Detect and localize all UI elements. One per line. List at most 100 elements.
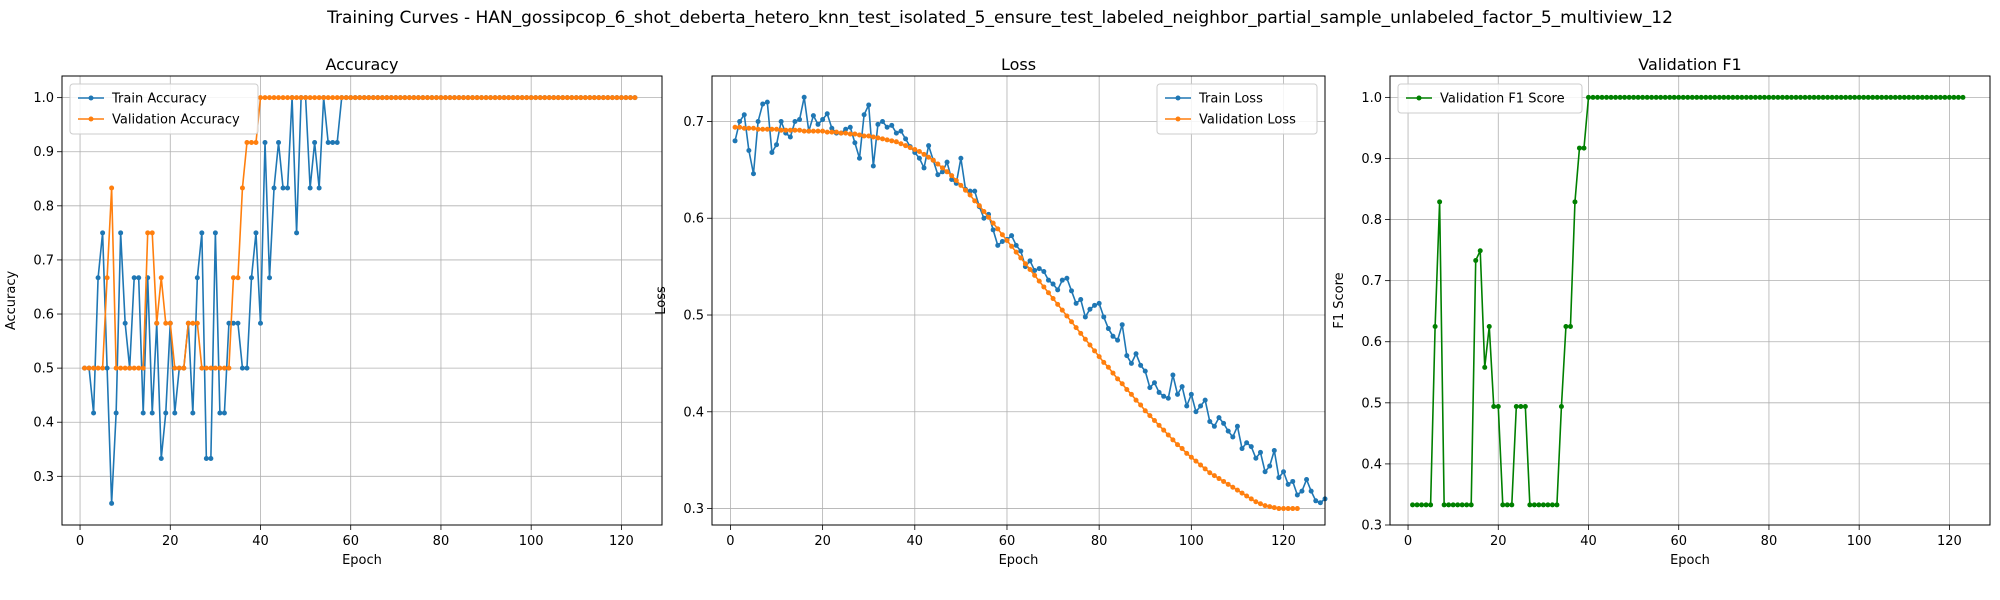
data-point bbox=[1698, 94, 1704, 100]
data-point bbox=[1133, 397, 1139, 403]
data-point bbox=[1563, 323, 1569, 329]
data-point bbox=[760, 126, 766, 132]
x-tick-label: 80 bbox=[1761, 534, 1778, 549]
data-point bbox=[172, 365, 178, 371]
data-point bbox=[388, 95, 394, 101]
y-tick-label: 0.9 bbox=[33, 145, 54, 160]
data-point bbox=[190, 410, 196, 416]
data-point bbox=[1225, 481, 1231, 487]
data-point bbox=[847, 131, 853, 137]
data-point bbox=[1901, 94, 1907, 100]
y-tick-label: 0.7 bbox=[683, 115, 704, 130]
y-tick-label: 1.0 bbox=[33, 91, 54, 106]
data-point bbox=[1504, 502, 1510, 508]
data-point bbox=[623, 95, 629, 101]
data-point bbox=[1147, 385, 1153, 391]
y-axis-label: F1 Score bbox=[1332, 272, 1347, 328]
data-point bbox=[262, 140, 268, 146]
data-point bbox=[1522, 403, 1528, 409]
data-point bbox=[136, 365, 142, 371]
legend: Train Accuracy Validation Accuracy bbox=[69, 83, 259, 135]
data-point bbox=[1271, 505, 1277, 511]
data-point bbox=[1304, 477, 1310, 483]
data-point bbox=[1789, 94, 1794, 100]
x-tick-label: 40 bbox=[907, 534, 924, 549]
data-point bbox=[149, 230, 155, 236]
data-point bbox=[1018, 248, 1024, 254]
data-point bbox=[1545, 502, 1551, 508]
data-point bbox=[591, 95, 597, 101]
data-point bbox=[1175, 442, 1181, 448]
y-tick-label: 0.8 bbox=[33, 199, 54, 214]
data-point bbox=[1184, 450, 1190, 456]
data-point bbox=[953, 178, 959, 184]
data-point bbox=[824, 111, 830, 117]
data-point bbox=[131, 275, 137, 281]
data-point bbox=[1847, 94, 1853, 100]
data-point bbox=[944, 169, 950, 175]
series-line bbox=[84, 96, 635, 369]
data-point bbox=[889, 138, 895, 144]
data-point bbox=[1221, 478, 1227, 484]
y-tick-label: 0.3 bbox=[33, 470, 54, 485]
data-point bbox=[307, 95, 313, 101]
data-point bbox=[852, 140, 858, 146]
data-point bbox=[1050, 296, 1056, 302]
data-point bbox=[1825, 94, 1831, 100]
x-tick-label: 0 bbox=[76, 534, 84, 549]
data-point bbox=[1459, 502, 1465, 508]
data-point bbox=[1928, 94, 1934, 100]
data-point bbox=[1211, 473, 1217, 479]
data-point bbox=[1285, 506, 1291, 512]
data-point bbox=[1156, 389, 1162, 395]
data-point bbox=[1216, 415, 1222, 421]
data-point bbox=[303, 95, 309, 101]
data-point bbox=[145, 230, 151, 236]
data-point bbox=[820, 117, 826, 123]
data-point bbox=[109, 500, 115, 506]
data-point bbox=[339, 95, 345, 101]
data-point bbox=[276, 140, 282, 146]
data-point bbox=[999, 238, 1005, 244]
data-point bbox=[1087, 342, 1093, 348]
data-point bbox=[1658, 94, 1664, 100]
data-point bbox=[1115, 376, 1121, 382]
data-point bbox=[1179, 446, 1185, 452]
data-point bbox=[1009, 233, 1015, 239]
data-point bbox=[140, 365, 146, 371]
data-point bbox=[1473, 257, 1479, 263]
data-point bbox=[1138, 362, 1144, 368]
data-point bbox=[1432, 323, 1438, 329]
data-point bbox=[321, 95, 327, 101]
data-point bbox=[1892, 94, 1898, 100]
data-point bbox=[750, 125, 756, 131]
data-point bbox=[870, 134, 876, 140]
data-point bbox=[600, 95, 606, 101]
data-point bbox=[226, 320, 232, 326]
data-point bbox=[755, 126, 761, 132]
data-point bbox=[884, 124, 890, 130]
legend-box bbox=[69, 83, 259, 135]
data-point bbox=[113, 365, 119, 371]
data-point bbox=[1761, 94, 1767, 100]
data-point bbox=[1766, 94, 1772, 100]
data-point bbox=[343, 95, 349, 101]
data-point bbox=[1852, 94, 1858, 100]
data-point bbox=[194, 275, 200, 281]
data-point bbox=[778, 118, 784, 124]
data-point bbox=[801, 94, 807, 100]
data-point bbox=[1942, 94, 1948, 100]
data-point bbox=[1608, 94, 1614, 100]
data-point bbox=[1299, 488, 1305, 494]
data-point bbox=[1101, 359, 1107, 365]
data-point bbox=[792, 118, 798, 124]
data-point bbox=[1133, 351, 1139, 357]
data-point bbox=[1022, 261, 1028, 267]
x-tick-label: 100 bbox=[1179, 534, 1204, 549]
data-point bbox=[990, 227, 996, 233]
data-point bbox=[884, 137, 890, 143]
data-point bbox=[158, 455, 164, 461]
data-point bbox=[1105, 364, 1111, 370]
data-point bbox=[1082, 336, 1088, 342]
